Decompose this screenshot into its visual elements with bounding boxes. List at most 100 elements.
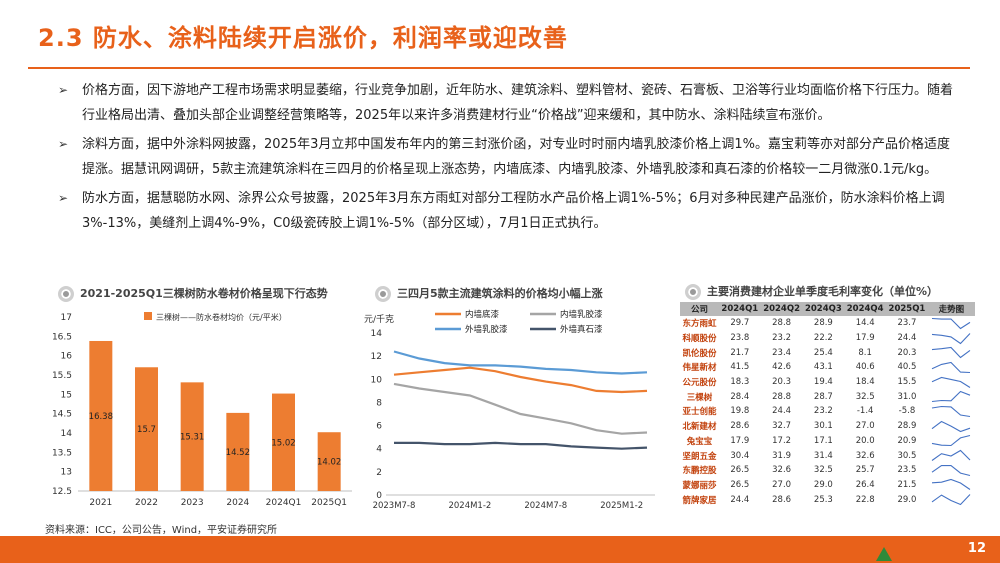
margin-cell: 18.4 bbox=[855, 377, 875, 388]
margin-cell: 43.1 bbox=[813, 362, 833, 373]
footer-bar bbox=[0, 536, 1000, 563]
y-tick-label: 0 bbox=[376, 491, 382, 501]
sparkline-cell bbox=[928, 331, 975, 346]
x-tick-label: 2024M1-2 bbox=[448, 501, 491, 511]
sparkline bbox=[931, 479, 971, 491]
legend-label: 内墙乳胶漆 bbox=[560, 309, 603, 320]
y-tick-label: 16 bbox=[61, 352, 73, 362]
bar bbox=[317, 432, 341, 491]
margin-cell: 32.7 bbox=[772, 421, 792, 432]
sparkline-path bbox=[931, 376, 971, 388]
bar bbox=[89, 340, 113, 491]
margin-cell: 28.6 bbox=[730, 421, 750, 432]
y-tick-label: 4 bbox=[376, 445, 382, 455]
margin-cell: 17.9 bbox=[730, 435, 750, 446]
sparkline-path bbox=[931, 405, 970, 418]
margin-cell: 14.4 bbox=[855, 318, 875, 329]
bar-chart-title-text: 2021-2025Q1三棵树防水卷材价格呈现下行态势 bbox=[80, 287, 328, 300]
bar-data-label: 15.02 bbox=[271, 438, 295, 448]
sparkline-cell bbox=[928, 463, 975, 478]
margin-cell: 30.1 bbox=[813, 421, 833, 432]
margin-cell: 21.7 bbox=[730, 347, 750, 358]
margin-cell: 32.5 bbox=[855, 391, 875, 402]
margin-cell: 8.1 bbox=[858, 347, 872, 358]
table-row: 伟星新材 41.5 42.6 43.1 40.6 40.5 bbox=[680, 360, 975, 375]
bar-data-label: 14.02 bbox=[317, 458, 341, 468]
margin-cell: -1.4 bbox=[856, 406, 874, 417]
margin-cell: 25.4 bbox=[813, 347, 833, 358]
bullet-waterproof: ➢ 防水方面，据慧聪防水网、涂界公众号披露，2025年3月东方雨虹对部分工程防水… bbox=[58, 186, 958, 236]
margin-cell: 29.0 bbox=[897, 494, 917, 505]
sparkline-cell bbox=[928, 478, 975, 493]
line-chart: 元/千克 0 2 4 6 8 10 12 14 2023M7-8 2024M1-2 2024M7-8 2… bbox=[360, 305, 670, 515]
sparkline bbox=[931, 449, 971, 461]
column-header: 走势图 bbox=[927, 302, 975, 316]
x-tick-label: 2024 bbox=[226, 498, 249, 508]
series-line bbox=[394, 441, 648, 450]
y-tick-label: 10 bbox=[371, 375, 383, 385]
x-tick-label: 2021 bbox=[89, 498, 112, 508]
column-header: 2024Q2 bbox=[760, 302, 803, 316]
bullet-text: 价格方面，因下游地产工程市场需求明显萎缩，行业竞争加剧，近年防水、建筑涂料、塑料… bbox=[82, 83, 954, 123]
sparkline bbox=[931, 391, 971, 403]
company-cell: 东方雨虹 bbox=[682, 319, 717, 330]
sparkline-path bbox=[931, 391, 971, 403]
margin-cell: 28.6 bbox=[772, 494, 792, 505]
legend-label: 外墙真石漆 bbox=[560, 324, 603, 335]
panel-marker-icon bbox=[375, 286, 391, 302]
column-header: 2024Q3 bbox=[802, 302, 845, 316]
page-title: 2.3 防水、涂料陆续开启涨价，利润率或迎改善 bbox=[38, 24, 568, 52]
margin-cell: 17.1 bbox=[813, 435, 833, 446]
bar-data-label: 15.7 bbox=[137, 425, 156, 435]
sparkline bbox=[931, 361, 970, 373]
arrow-bullet-icon: ➢ bbox=[58, 83, 69, 97]
bar-data-label: 14.52 bbox=[226, 448, 250, 458]
sparkline-path bbox=[931, 494, 971, 506]
bar-chart: 12.5 13 13.5 14 14.5 15 15.5 16 16.5 17 三棵树——防水卷材均… bbox=[40, 305, 360, 515]
sparkline-path bbox=[931, 420, 971, 432]
sparkline bbox=[931, 420, 971, 432]
bar bbox=[226, 412, 250, 491]
table-row: 北新建材 28.6 32.7 30.1 27.0 28.9 bbox=[680, 419, 975, 434]
bar-data-label: 15.31 bbox=[180, 433, 204, 443]
margin-cell: 28.8 bbox=[772, 318, 792, 329]
y-tick-label: 17 bbox=[61, 313, 72, 323]
margin-cell: 23.7 bbox=[897, 318, 917, 329]
company-cell: 凯伦股份 bbox=[682, 348, 717, 359]
margin-cell: 30.4 bbox=[730, 450, 750, 461]
margin-cell: 31.0 bbox=[897, 391, 917, 402]
margin-cell: 32.6 bbox=[772, 465, 792, 476]
margin-cell: 17.9 bbox=[855, 333, 875, 344]
margin-cell: 42.6 bbox=[772, 362, 792, 373]
sparkline-cell bbox=[928, 360, 975, 375]
company-cell: 科顺股份 bbox=[682, 334, 717, 345]
margin-cell: 24.4 bbox=[897, 333, 917, 344]
series-line bbox=[393, 366, 648, 394]
bar bbox=[272, 393, 295, 491]
sparkline bbox=[931, 494, 971, 506]
legend-label: 三棵树——防水卷材均价（元/平米） bbox=[156, 312, 287, 322]
margin-cell: 31.9 bbox=[772, 450, 792, 461]
y-tick-label: 15 bbox=[61, 390, 72, 400]
margin-cell: 17.2 bbox=[772, 435, 792, 446]
sparkline bbox=[931, 317, 971, 330]
sparkline bbox=[931, 332, 971, 344]
y-tick-label: 8 bbox=[376, 398, 382, 408]
x-tick-label: 2025Q1 bbox=[311, 498, 347, 508]
margin-cell: 28.4 bbox=[730, 391, 750, 402]
panel-marker-icon bbox=[58, 286, 74, 302]
margin-cell: 23.8 bbox=[730, 333, 750, 344]
margin-cell: 23.2 bbox=[772, 333, 792, 344]
margin-cell: 40.6 bbox=[855, 362, 875, 373]
margin-cell: 26.4 bbox=[855, 479, 875, 490]
x-tick-label: 2025M1-2 bbox=[600, 501, 643, 511]
table-row: 凯伦股份 21.7 23.4 25.4 8.1 20.3 bbox=[680, 345, 975, 360]
y-tick-label: 14 bbox=[61, 429, 73, 439]
company-cell: 蒙娜丽莎 bbox=[682, 480, 717, 491]
x-tick-label: 2023 bbox=[181, 498, 204, 508]
bullet-list: ➢ 价格方面，因下游地产工程市场需求明显萎缩，行业竞争加剧，近年防水、建筑涂料、… bbox=[58, 78, 958, 240]
margin-cell: 32.6 bbox=[855, 450, 875, 461]
table-row: 兔宝宝 17.9 17.2 17.1 20.0 20.9 bbox=[680, 434, 975, 449]
line-chart-svg: 元/千克 0 2 4 6 8 10 12 14 2023M7-8 2024M1-2 2024M7-8 2… bbox=[364, 309, 655, 511]
bar-chart-title: 2021-2025Q1三棵树防水卷材价格呈现下行态势 bbox=[58, 285, 328, 302]
